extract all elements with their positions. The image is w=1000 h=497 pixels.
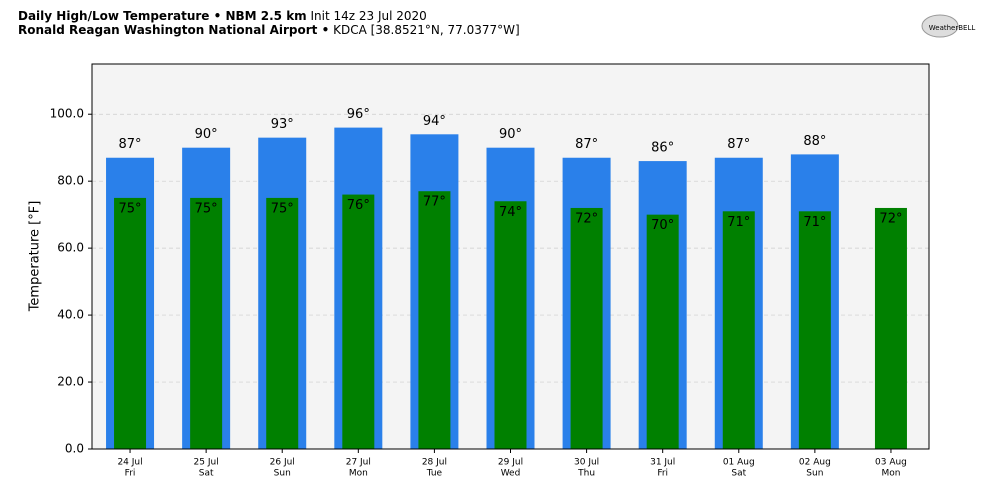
y-tick-label: 40.0 bbox=[57, 308, 84, 322]
x-tick-sublabel: Thu bbox=[577, 469, 595, 479]
x-tick-sublabel: Mon bbox=[349, 469, 368, 479]
y-tick-label: 80.0 bbox=[57, 174, 84, 188]
y-tick-label: 20.0 bbox=[57, 375, 84, 389]
x-tick-sublabel: Mon bbox=[881, 469, 900, 479]
value-label: 75° bbox=[119, 201, 142, 216]
x-tick-sublabel: Fri bbox=[657, 469, 668, 479]
bar bbox=[266, 197, 299, 449]
bar bbox=[722, 211, 755, 449]
value-label: 77° bbox=[423, 195, 446, 210]
y-tick-label: 0.0 bbox=[65, 442, 84, 456]
bar bbox=[114, 197, 147, 449]
value-label: 76° bbox=[347, 198, 370, 213]
x-tick-sublabel: Sun bbox=[274, 469, 291, 479]
logo: WeatherBELL bbox=[929, 24, 976, 32]
value-label: 93° bbox=[271, 117, 294, 132]
x-tick-sublabel: Tue bbox=[426, 469, 443, 479]
x-tick-sublabel: Fri bbox=[125, 469, 136, 479]
value-label: 74° bbox=[499, 205, 522, 220]
x-tick-label: 28 Jul bbox=[422, 458, 447, 468]
subtitle-normal: KDCA [38.8521°N, 77.0377°W] bbox=[333, 23, 520, 37]
bar bbox=[646, 214, 679, 449]
y-tick-label: 60.0 bbox=[57, 241, 84, 255]
x-tick-label: 29 Jul bbox=[498, 458, 523, 468]
x-tick-label: 02 Aug bbox=[799, 458, 831, 468]
x-tick-label: 26 Jul bbox=[270, 458, 295, 468]
value-label: 86° bbox=[651, 141, 674, 156]
value-label: 90° bbox=[499, 127, 522, 142]
value-label: 96° bbox=[347, 107, 370, 122]
x-tick-sublabel: Wed bbox=[501, 469, 521, 479]
plot-frame bbox=[91, 63, 930, 450]
x-tick-label: 24 Jul bbox=[117, 458, 142, 468]
y-tick-label: 100.0 bbox=[50, 107, 84, 121]
value-label: 72° bbox=[575, 211, 598, 226]
bar bbox=[570, 207, 603, 449]
y-axis-label: Temperature [°F] bbox=[28, 201, 43, 313]
bar bbox=[342, 194, 375, 449]
x-tick-sublabel: Sat bbox=[731, 469, 746, 479]
x-tick-label: 25 Jul bbox=[194, 458, 219, 468]
value-label: 75° bbox=[271, 201, 294, 216]
x-tick-sublabel: Sun bbox=[806, 469, 823, 479]
bar bbox=[874, 207, 907, 449]
value-label: 70° bbox=[651, 218, 674, 233]
x-tick-label: 31 Jul bbox=[650, 458, 675, 468]
bar bbox=[494, 201, 527, 449]
x-tick-label: 03 Aug bbox=[875, 458, 907, 468]
bar bbox=[190, 197, 223, 449]
value-label: 94° bbox=[423, 114, 446, 129]
title-normal: Init 14z 23 Jul 2020 bbox=[311, 9, 427, 23]
x-tick-label: 30 Jul bbox=[574, 458, 599, 468]
subtitle-bold: Ronald Reagan Washington National Airpor… bbox=[18, 23, 329, 37]
value-label: 72° bbox=[879, 211, 902, 226]
title-bold: Daily High/Low Temperature • NBM 2.5 km bbox=[18, 9, 307, 23]
x-tick-sublabel: Sat bbox=[199, 469, 214, 479]
value-label: 87° bbox=[727, 137, 750, 152]
value-label: 90° bbox=[195, 127, 218, 142]
bar bbox=[418, 191, 451, 449]
value-label: 88° bbox=[803, 134, 826, 149]
x-tick-label: 27 Jul bbox=[346, 458, 371, 468]
value-label: 87° bbox=[575, 137, 598, 152]
chart-subtitle: Ronald Reagan Washington National Airpor… bbox=[18, 23, 520, 37]
x-tick-label: 01 Aug bbox=[723, 458, 755, 468]
logo-globe bbox=[921, 14, 959, 38]
value-label: 75° bbox=[195, 201, 218, 216]
value-label: 71° bbox=[803, 215, 826, 230]
value-label: 71° bbox=[727, 215, 750, 230]
value-label: 87° bbox=[119, 137, 142, 152]
chart-title: Daily High/Low Temperature • NBM 2.5 km … bbox=[18, 9, 427, 23]
bar bbox=[798, 211, 831, 449]
